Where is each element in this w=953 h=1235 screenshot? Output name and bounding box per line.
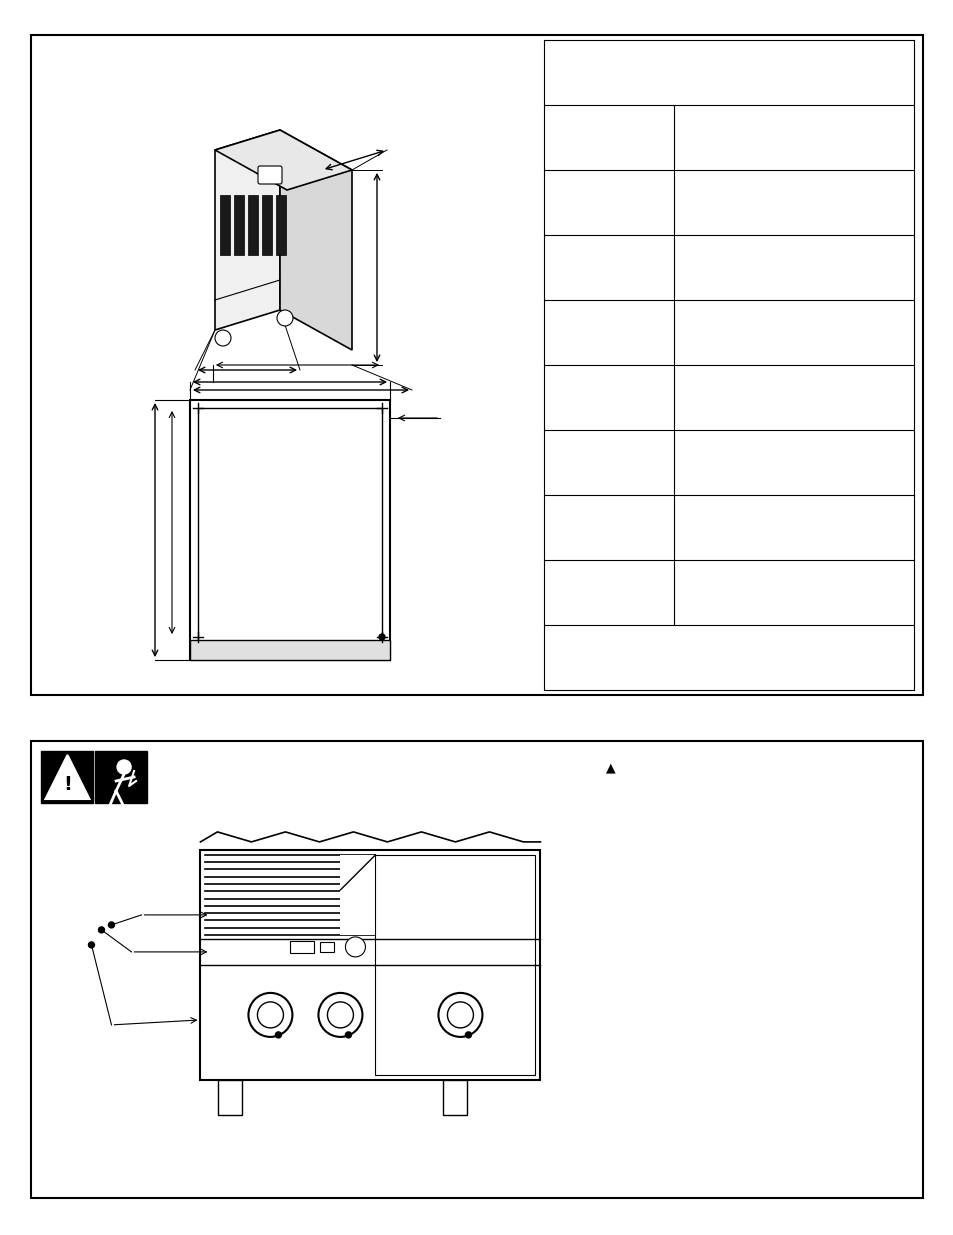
Bar xyxy=(248,195,257,254)
Polygon shape xyxy=(340,855,375,935)
Circle shape xyxy=(257,1002,283,1028)
Bar xyxy=(443,1079,467,1115)
Circle shape xyxy=(345,937,365,957)
Circle shape xyxy=(438,993,482,1037)
Text: !: ! xyxy=(63,776,71,794)
Circle shape xyxy=(117,760,131,774)
Circle shape xyxy=(327,1002,353,1028)
Bar xyxy=(262,195,272,254)
Circle shape xyxy=(318,993,362,1037)
Polygon shape xyxy=(214,130,352,190)
Bar xyxy=(233,195,244,254)
Polygon shape xyxy=(214,130,280,330)
Bar xyxy=(200,850,539,1079)
Polygon shape xyxy=(280,130,352,350)
Bar xyxy=(375,855,535,1074)
Circle shape xyxy=(378,634,385,640)
Circle shape xyxy=(89,942,94,948)
Circle shape xyxy=(248,993,293,1037)
Circle shape xyxy=(98,927,105,932)
Bar xyxy=(95,751,148,803)
Bar xyxy=(198,408,381,652)
Circle shape xyxy=(275,1032,281,1037)
Circle shape xyxy=(276,310,293,326)
Polygon shape xyxy=(46,755,90,799)
Circle shape xyxy=(109,921,114,927)
Circle shape xyxy=(465,1032,471,1037)
Text: ▲: ▲ xyxy=(606,761,616,774)
Circle shape xyxy=(214,330,231,346)
Bar xyxy=(31,741,923,1198)
Bar xyxy=(218,1079,242,1115)
Bar xyxy=(320,942,335,952)
Bar xyxy=(290,941,314,953)
Bar xyxy=(31,35,923,695)
Bar xyxy=(190,400,390,659)
Circle shape xyxy=(447,1002,473,1028)
Circle shape xyxy=(345,1032,351,1037)
Bar xyxy=(190,640,390,659)
Bar xyxy=(41,751,93,803)
Bar xyxy=(220,195,230,254)
FancyBboxPatch shape xyxy=(257,165,282,184)
Bar xyxy=(275,195,286,254)
